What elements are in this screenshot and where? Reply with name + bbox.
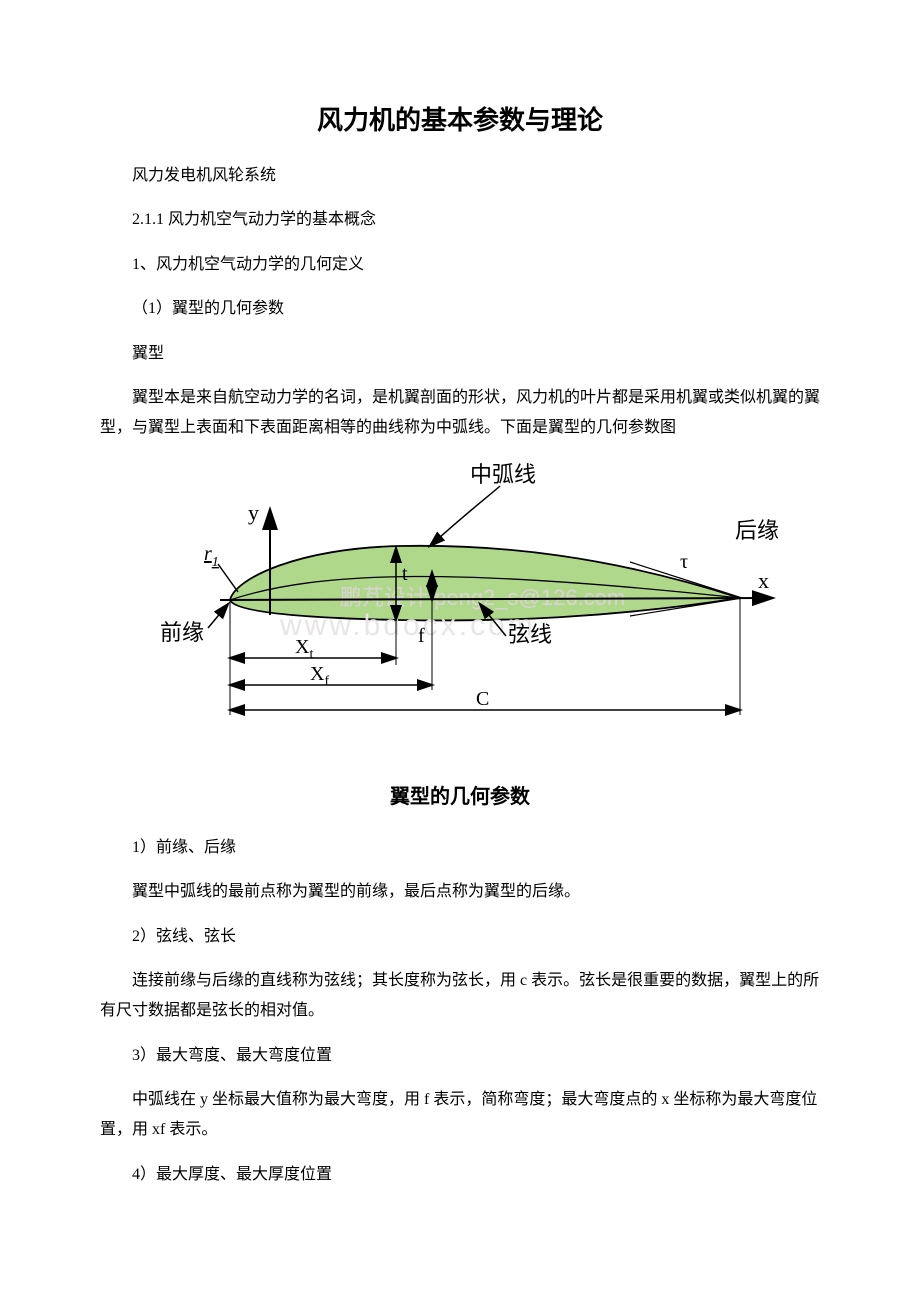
airfoil-diagram: 鹏芃设计 peng2_s@126.com www.bdocx.com y x 中…: [100, 460, 820, 809]
t-label: t: [402, 563, 408, 585]
airfoil-svg: 鹏芃设计 peng2_s@126.com www.bdocx.com y x 中…: [140, 460, 780, 760]
para-q3-body: 中弧线在 y 坐标最大值称为最大弯度，用 f 表示，简称弯度；最大弯度点的 x …: [100, 1085, 820, 1146]
camber-label: 中弧线: [470, 462, 536, 487]
para-q1-head: 1）前缘、后缘: [100, 833, 820, 863]
para-airfoil: 翼型: [100, 339, 820, 369]
para-system: 风力发电机风轮系统: [100, 161, 820, 191]
tau-label: τ: [680, 551, 688, 573]
para-q1-body: 翼型中弧线的最前点称为翼型的前缘，最后点称为翼型的后缘。: [100, 877, 820, 907]
leading-edge-leader: [208, 604, 228, 628]
f-label: f: [418, 625, 425, 647]
para-airfoil-desc: 翼型本是来自航空动力学的名词，是机翼剖面的形状，风力机的叶片都是采用机翼或类似机…: [100, 383, 820, 444]
camber-leader: [430, 486, 500, 546]
x-axis-label: x: [758, 568, 769, 593]
page-title: 风力机的基本参数与理论: [100, 100, 820, 137]
c-label: C: [476, 688, 489, 710]
leading-edge-label: 前缘: [160, 620, 204, 645]
para-q2-body: 连接前缘与后缘的直线称为弦线；其长度称为弦长，用 c 表示。弦长是很重要的数据，…: [100, 966, 820, 1027]
chord-label: 弦线: [508, 622, 552, 647]
para-subhead-1: 1、风力机空气动力学的几何定义: [100, 250, 820, 280]
r1-label: r1: [204, 543, 219, 570]
para-q3-head: 3）最大弯度、最大弯度位置: [100, 1041, 820, 1071]
para-q4-head: 4）最大厚度、最大厚度位置: [100, 1160, 820, 1190]
y-axis-label: y: [248, 500, 259, 525]
para-q2-head: 2）弦线、弦长: [100, 922, 820, 952]
diagram-caption: 翼型的几何参数: [390, 780, 530, 809]
para-section: 2.1.1 风力机空气动力学的基本概念: [100, 205, 820, 235]
trailing-edge-label: 后缘: [735, 518, 779, 543]
para-subhead-2: （1）翼型的几何参数: [100, 294, 820, 324]
r1-leader: [218, 564, 238, 592]
svg-text:r1: r1: [204, 543, 219, 570]
